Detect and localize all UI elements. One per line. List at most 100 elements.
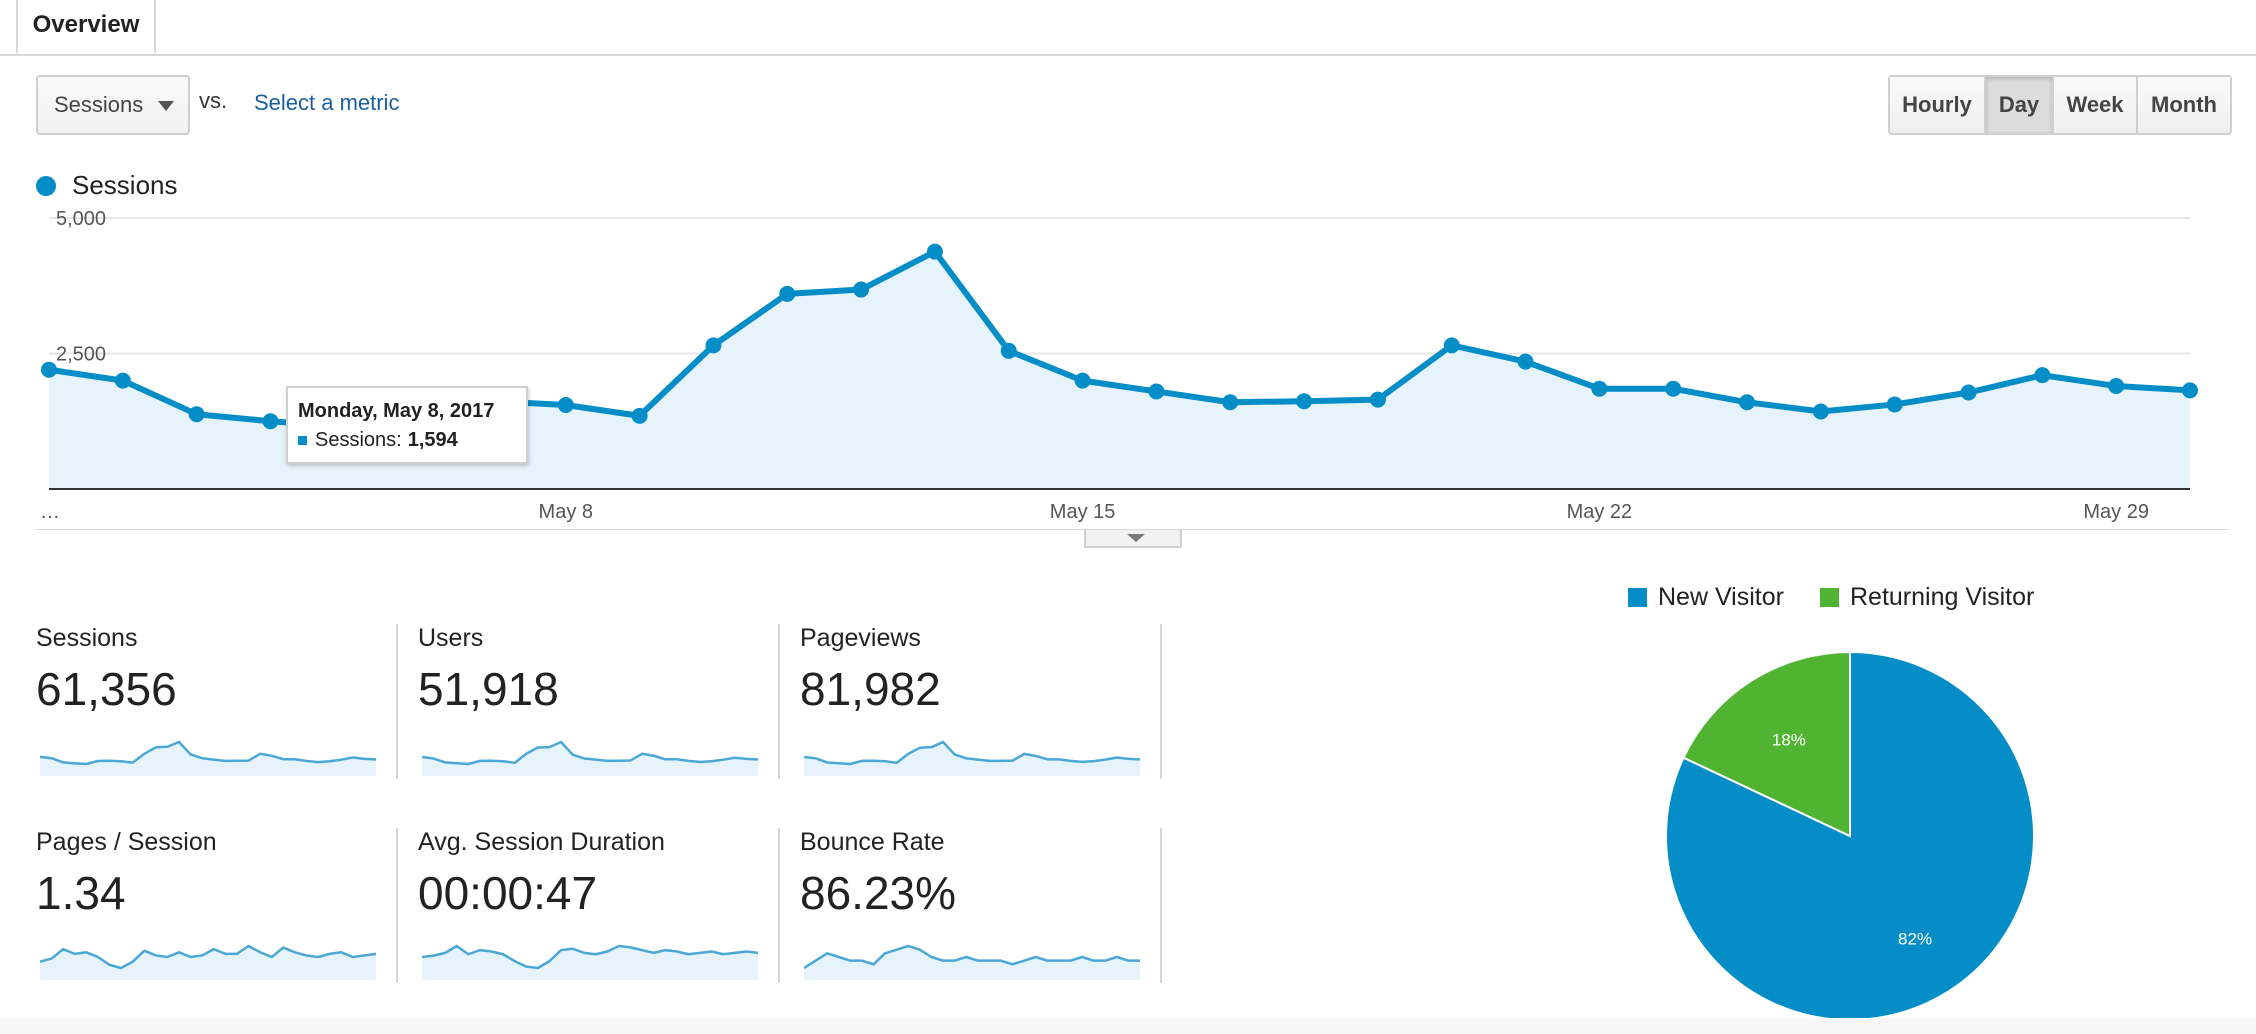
chevron-down-icon	[158, 101, 174, 111]
y-tick-label: 2,500	[56, 344, 106, 366]
period-selector: Hourly Day Week Month	[1888, 75, 2232, 135]
stat-divider	[1160, 624, 1162, 779]
period-month-button[interactable]: Month	[2138, 77, 2230, 133]
x-tick-label: May 29	[2083, 501, 2149, 523]
pie-legend-label: Returning Visitor	[1850, 583, 2035, 611]
stat-value: 00:00:47	[418, 867, 598, 919]
sessions-line-chart[interactable]: 5,000 2,500 … May 8 May 15 May 22 May 29	[0, 200, 2256, 530]
page-bottom-strip	[0, 1018, 2256, 1034]
returning-visitor-swatch	[1820, 588, 1839, 607]
sparkline-line	[422, 944, 758, 970]
stat-value: 51,918	[418, 663, 559, 715]
stat-users[interactable]: Users 51,918	[418, 624, 758, 779]
tab-overview[interactable]: Overview	[16, 0, 156, 54]
x-tick-label: May 8	[539, 501, 593, 523]
data-point	[1296, 393, 1313, 410]
tooltip-label: Sessions:	[315, 429, 402, 451]
data-point	[262, 413, 279, 430]
sessions-area	[49, 251, 2190, 489]
period-hourly-button[interactable]: Hourly	[1890, 77, 1986, 133]
sessions-legend-dot	[36, 175, 56, 196]
data-point	[1148, 383, 1165, 400]
data-point	[557, 396, 574, 413]
tooltip-series-swatch	[298, 436, 307, 445]
tooltip-date: Monday, May 8, 2017	[298, 400, 495, 422]
data-point	[1812, 403, 1829, 420]
data-point	[705, 337, 722, 354]
sparkline-line	[804, 944, 1140, 970]
stat-divider	[1160, 828, 1162, 983]
visitor-pie-chart[interactable]: 82% 18%	[1664, 650, 2036, 1022]
stat-divider	[396, 624, 398, 779]
sparkline-area	[40, 946, 376, 980]
data-point	[2108, 378, 2125, 395]
data-point	[1886, 396, 1903, 413]
stat-pageviews[interactable]: Pageviews 81,982	[800, 624, 1140, 779]
data-point	[1739, 394, 1756, 411]
x-tick-label: May 22	[1567, 501, 1633, 523]
pie-legend-new-visitor[interactable]: New Visitor	[1628, 583, 1784, 612]
sparkline	[422, 740, 758, 776]
data-point	[2034, 367, 2051, 384]
pie-slice-returning-visitor	[1682, 650, 1851, 838]
data-point	[631, 407, 648, 424]
metric-select[interactable]: Sessions	[36, 75, 190, 135]
pie-slice-label: 82%	[1898, 930, 1932, 949]
pie-slice-label: 18%	[1772, 731, 1806, 750]
sparkline	[40, 944, 376, 980]
stat-label: Sessions	[36, 624, 138, 652]
data-point	[926, 243, 943, 260]
sparkline-area	[804, 946, 1140, 980]
data-point	[1591, 380, 1608, 397]
vs-label: vs.	[199, 88, 228, 113]
data-point	[1074, 372, 1091, 389]
data-point	[1443, 337, 1460, 354]
stat-label: Bounce Rate	[800, 828, 945, 856]
data-point	[1222, 394, 1239, 411]
sparkline-area	[422, 946, 758, 980]
stat-label: Pages / Session	[36, 828, 217, 856]
data-point	[188, 406, 205, 423]
stat-divider	[778, 624, 780, 779]
chart-tooltip: Monday, May 8, 2017 Sessions: 1,594	[286, 386, 528, 464]
pie-legend-returning-visitor[interactable]: Returning Visitor	[1820, 583, 2034, 612]
sparkline-line	[40, 740, 376, 766]
sparkline	[804, 944, 1140, 980]
chart-legend: Sessions	[36, 170, 178, 201]
y-tick-label: 5,000	[56, 208, 106, 230]
period-day-button[interactable]: Day	[1986, 77, 2054, 133]
stat-label: Avg. Session Duration	[418, 828, 665, 856]
data-point	[41, 361, 57, 378]
sparkline	[422, 944, 758, 980]
select-metric-link[interactable]: Select a metric	[254, 90, 400, 115]
data-point	[2182, 382, 2198, 399]
sparkline-line	[804, 740, 1140, 766]
tab-bar: Overview	[0, 0, 2256, 56]
sparkline	[804, 740, 1140, 776]
stat-avg-session-duration[interactable]: Avg. Session Duration 00:00:47	[418, 828, 758, 983]
tooltip-value: 1,594	[407, 429, 458, 451]
data-point	[1960, 384, 1977, 401]
stat-value: 61,356	[36, 663, 177, 715]
stat-sessions[interactable]: Sessions 61,356	[36, 624, 376, 779]
stat-pages-per-session[interactable]: Pages / Session 1.34	[36, 828, 376, 983]
data-point	[114, 372, 131, 389]
stat-divider	[778, 828, 780, 983]
stat-bounce-rate[interactable]: Bounce Rate 86.23%	[800, 828, 1140, 983]
period-week-button[interactable]: Week	[2054, 77, 2138, 133]
metric-select-value: Sessions	[54, 92, 144, 117]
data-point	[1517, 353, 1534, 370]
data-point	[1369, 391, 1386, 408]
stat-value: 86.23%	[800, 867, 957, 919]
sparkline	[40, 740, 376, 776]
sparkline-area	[422, 742, 758, 776]
data-point	[779, 285, 796, 302]
stat-label: Pageviews	[800, 624, 921, 652]
chart-collapse-handle[interactable]	[1084, 530, 1182, 548]
pie-legend-label: New Visitor	[1658, 583, 1784, 611]
x-tick-label: …	[40, 501, 60, 523]
stat-value: 81,982	[800, 663, 941, 715]
chevron-down-icon	[1127, 534, 1145, 542]
sparkline-line	[40, 944, 376, 970]
stat-value: 1.34	[36, 867, 126, 919]
